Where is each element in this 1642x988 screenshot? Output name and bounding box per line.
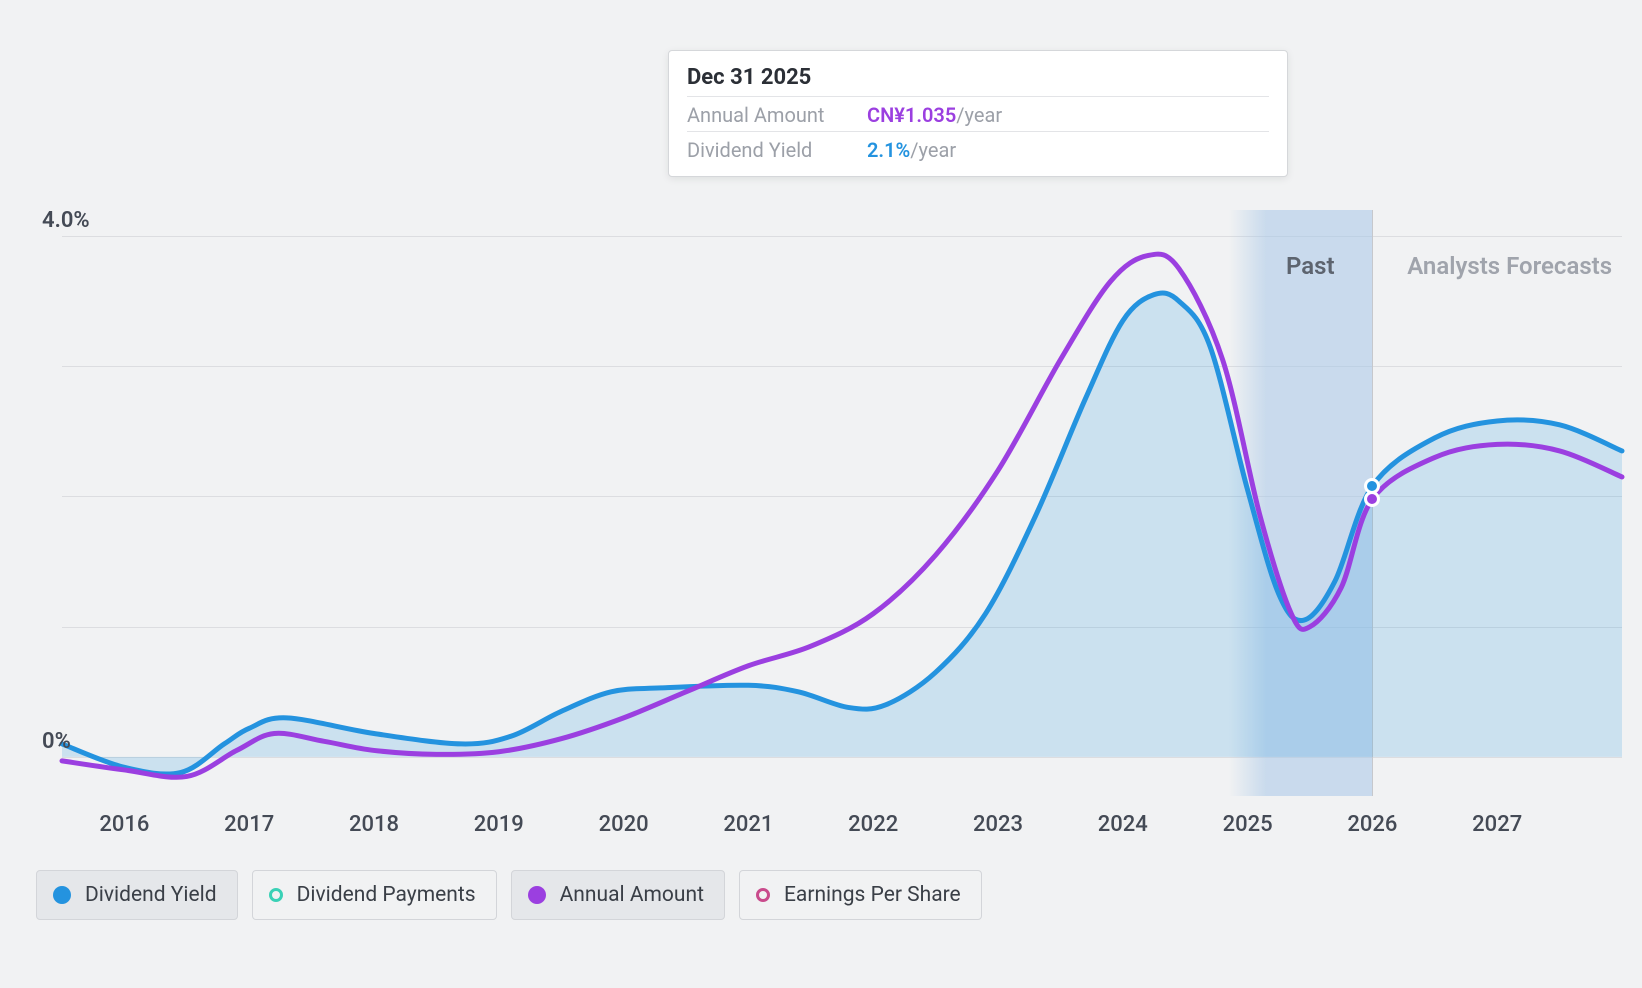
- legend-item-dividend-payments[interactable]: Dividend Payments: [252, 870, 497, 920]
- legend-swatch: [53, 886, 71, 904]
- x-axis-label: 2017: [224, 812, 274, 837]
- legend-label: Dividend Payments: [297, 883, 476, 907]
- x-axis-label: 2027: [1472, 812, 1522, 837]
- legend-label: Annual Amount: [560, 883, 704, 907]
- plot-area[interactable]: PastAnalysts Forecasts: [62, 210, 1622, 796]
- x-axis-label: 2023: [973, 812, 1023, 837]
- chart-tooltip: Dec 31 2025 Annual AmountCN¥1.035/yearDi…: [668, 50, 1288, 177]
- tooltip-row-value: CN¥1.035/year: [867, 103, 1002, 127]
- x-axis-label: 2025: [1223, 812, 1273, 837]
- tooltip-row-label: Annual Amount: [687, 103, 867, 127]
- plot-svg: [62, 210, 1622, 796]
- tooltip-row-value: 2.1%/year: [867, 138, 956, 162]
- dividend-chart: PastAnalysts Forecasts 2016 2017 2018 2019 2…: [0, 0, 1642, 988]
- x-axis-label: 2019: [474, 812, 524, 837]
- y-axis-label: 0%: [42, 729, 71, 754]
- legend-label: Earnings Per Share: [784, 883, 961, 907]
- tooltip-row: Annual AmountCN¥1.035/year: [687, 96, 1269, 131]
- legend-item-eps[interactable]: Earnings Per Share: [739, 870, 982, 920]
- x-axis-label: 2021: [723, 812, 773, 837]
- x-axis-label: 2024: [1098, 812, 1148, 837]
- legend-item-dividend-yield[interactable]: Dividend Yield: [36, 870, 238, 920]
- legend-swatch: [756, 888, 770, 902]
- x-axis-label: 2022: [848, 812, 898, 837]
- dividend-yield-area: [62, 293, 1622, 774]
- tooltip-row: Dividend Yield2.1%/year: [687, 131, 1269, 166]
- legend-swatch: [528, 886, 546, 904]
- tooltip-row-label: Dividend Yield: [687, 138, 867, 162]
- legend-label: Dividend Yield: [85, 883, 217, 907]
- y-axis-label: 4.0%: [42, 208, 90, 233]
- tooltip-date: Dec 31 2025: [687, 65, 1269, 96]
- legend-item-annual-amount[interactable]: Annual Amount: [511, 870, 725, 920]
- x-axis-label: 2016: [99, 812, 149, 837]
- x-axis-label: 2020: [599, 812, 649, 837]
- x-axis-label: 2018: [349, 812, 399, 837]
- annual-amount-marker: [1364, 491, 1380, 507]
- x-axis-label: 2026: [1347, 812, 1397, 837]
- legend-swatch: [269, 888, 283, 902]
- chart-legend: Dividend Yield Dividend Payments Annual Am…: [36, 870, 982, 920]
